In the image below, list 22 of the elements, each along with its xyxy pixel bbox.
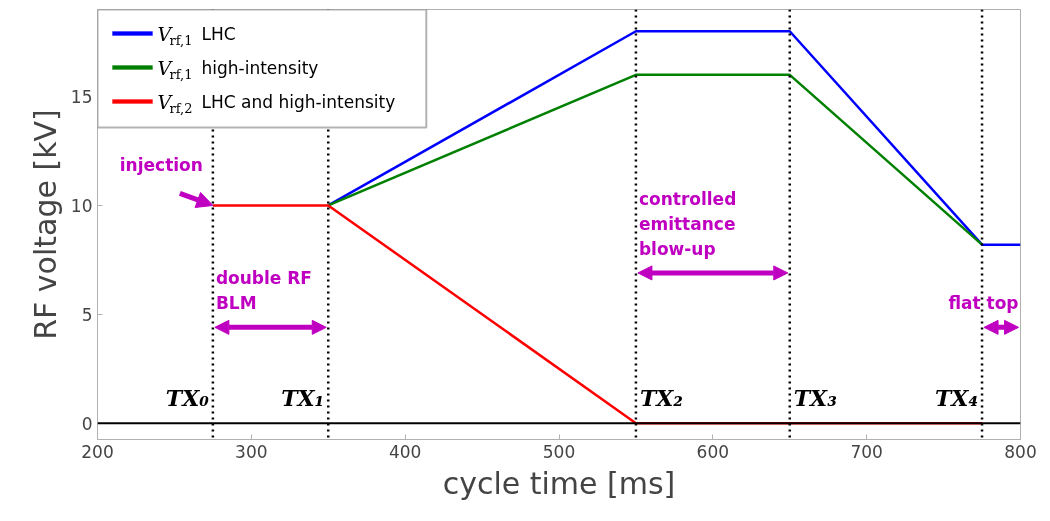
x-tick-label: 600 [696, 441, 730, 462]
y-tick-label: 15 [70, 87, 93, 108]
ref-line-label: TX₂ [639, 385, 683, 412]
annotation: flat top [948, 293, 1019, 314]
ref-line-label: TX₀ [165, 385, 210, 412]
ref-line-label: TX₁ [281, 385, 325, 412]
ref-line-label: TX₃ [793, 385, 838, 412]
y-axis-title: RF voltage [kV] [27, 109, 63, 340]
annotation: injection [119, 155, 203, 176]
y-tick-label: 0 [81, 413, 93, 434]
x-tick-label: 300 [235, 441, 268, 462]
x-tick-label: 500 [542, 441, 576, 462]
y-tick-label: 10 [70, 195, 93, 216]
annotation: double RF BLM [215, 268, 312, 314]
x-tick-label: 400 [388, 441, 422, 462]
x-tick-label: 800 [1004, 441, 1037, 462]
annotation: controlled emittance blow-up [638, 188, 737, 259]
x-tick-label: 200 [81, 441, 114, 462]
ref-line-label: TX₄ [934, 385, 979, 412]
x-axis-title: cycle time [ms] [442, 465, 676, 501]
x-tick-label: 700 [850, 441, 883, 462]
y-tick-label: 5 [81, 304, 93, 325]
